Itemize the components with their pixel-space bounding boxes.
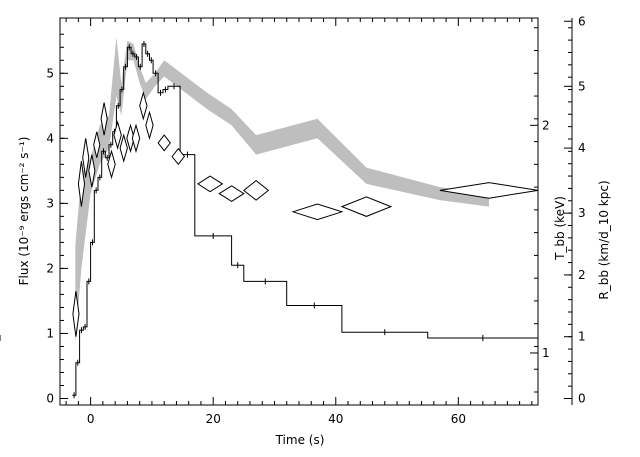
x-tick-label: 40 <box>328 412 343 426</box>
temperature-band <box>75 37 490 344</box>
right-axis-1-title: T_bb (keV) <box>553 196 567 261</box>
right-axis-1-tick-label: 2 <box>542 118 550 132</box>
radius-diamond-marker <box>291 203 344 221</box>
radius-diamond-marker <box>82 138 90 178</box>
radius-diamond-marker <box>145 110 154 141</box>
y-axis-title: Flux (10⁻⁹ ergs cm⁻² s⁻¹) <box>17 137 31 286</box>
flux-histogram-layer <box>0 41 538 399</box>
radius-diamond-marker <box>72 291 80 337</box>
right-axis-2-tick-label: 6 <box>578 14 586 28</box>
radius-diamond-layer <box>72 90 539 337</box>
radius-diamond-marker <box>100 102 108 136</box>
x-axis-title: Time (s) <box>275 433 325 447</box>
right-axis-2-tick-label: 4 <box>578 141 586 155</box>
radius-diamond-marker <box>196 175 224 193</box>
radius-diamond-marker <box>119 133 128 163</box>
right-axis-2-tick-label: 3 <box>578 206 586 220</box>
x-tick-label: 0 <box>87 412 95 426</box>
radius-diamond-marker <box>93 131 101 158</box>
right-axis-2-tick-label: 5 <box>578 79 586 93</box>
right-axis-2-tick-label: 1 <box>578 330 586 344</box>
y-tick-label: 2 <box>46 261 54 275</box>
radius-diamond-marker <box>113 120 122 150</box>
radius-diamond-marker <box>340 196 393 217</box>
y-tick-label: 4 <box>46 131 54 145</box>
radius-diamond-marker <box>88 154 96 188</box>
y-tick-label: 0 <box>46 391 54 405</box>
radius-diamond-marker <box>131 123 141 154</box>
y-tick-label: 5 <box>46 66 54 80</box>
radius-diamond-marker <box>439 182 539 199</box>
axis-ticks-layer: 0 20 40 60 0 1 2 3 4 5 2 1 0 1 2 3 4 5 6 <box>46 14 585 426</box>
radius-diamond-marker <box>218 185 245 202</box>
right-axis-2-tick-label: 0 <box>578 391 586 405</box>
radius-diamond-marker <box>107 149 116 180</box>
radius-diamond-marker <box>242 179 270 201</box>
y-tick-label: 3 <box>46 196 54 210</box>
right-axis-2-title: R_bb (km/d_10 kpc) <box>597 180 611 299</box>
radius-diamond-marker <box>77 161 86 207</box>
radius-diamond-marker <box>171 147 186 166</box>
x-tick-label: 60 <box>451 412 466 426</box>
right-axis-1-tick-label: 1 <box>542 346 550 360</box>
radius-diamond-marker <box>157 134 171 152</box>
radius-diamond-marker <box>139 90 148 121</box>
temperature-band-layer <box>75 37 490 344</box>
y-tick-label: 1 <box>46 326 54 340</box>
right-axis-2-tick-label: 2 <box>578 268 586 282</box>
x-tick-label: 20 <box>206 412 221 426</box>
